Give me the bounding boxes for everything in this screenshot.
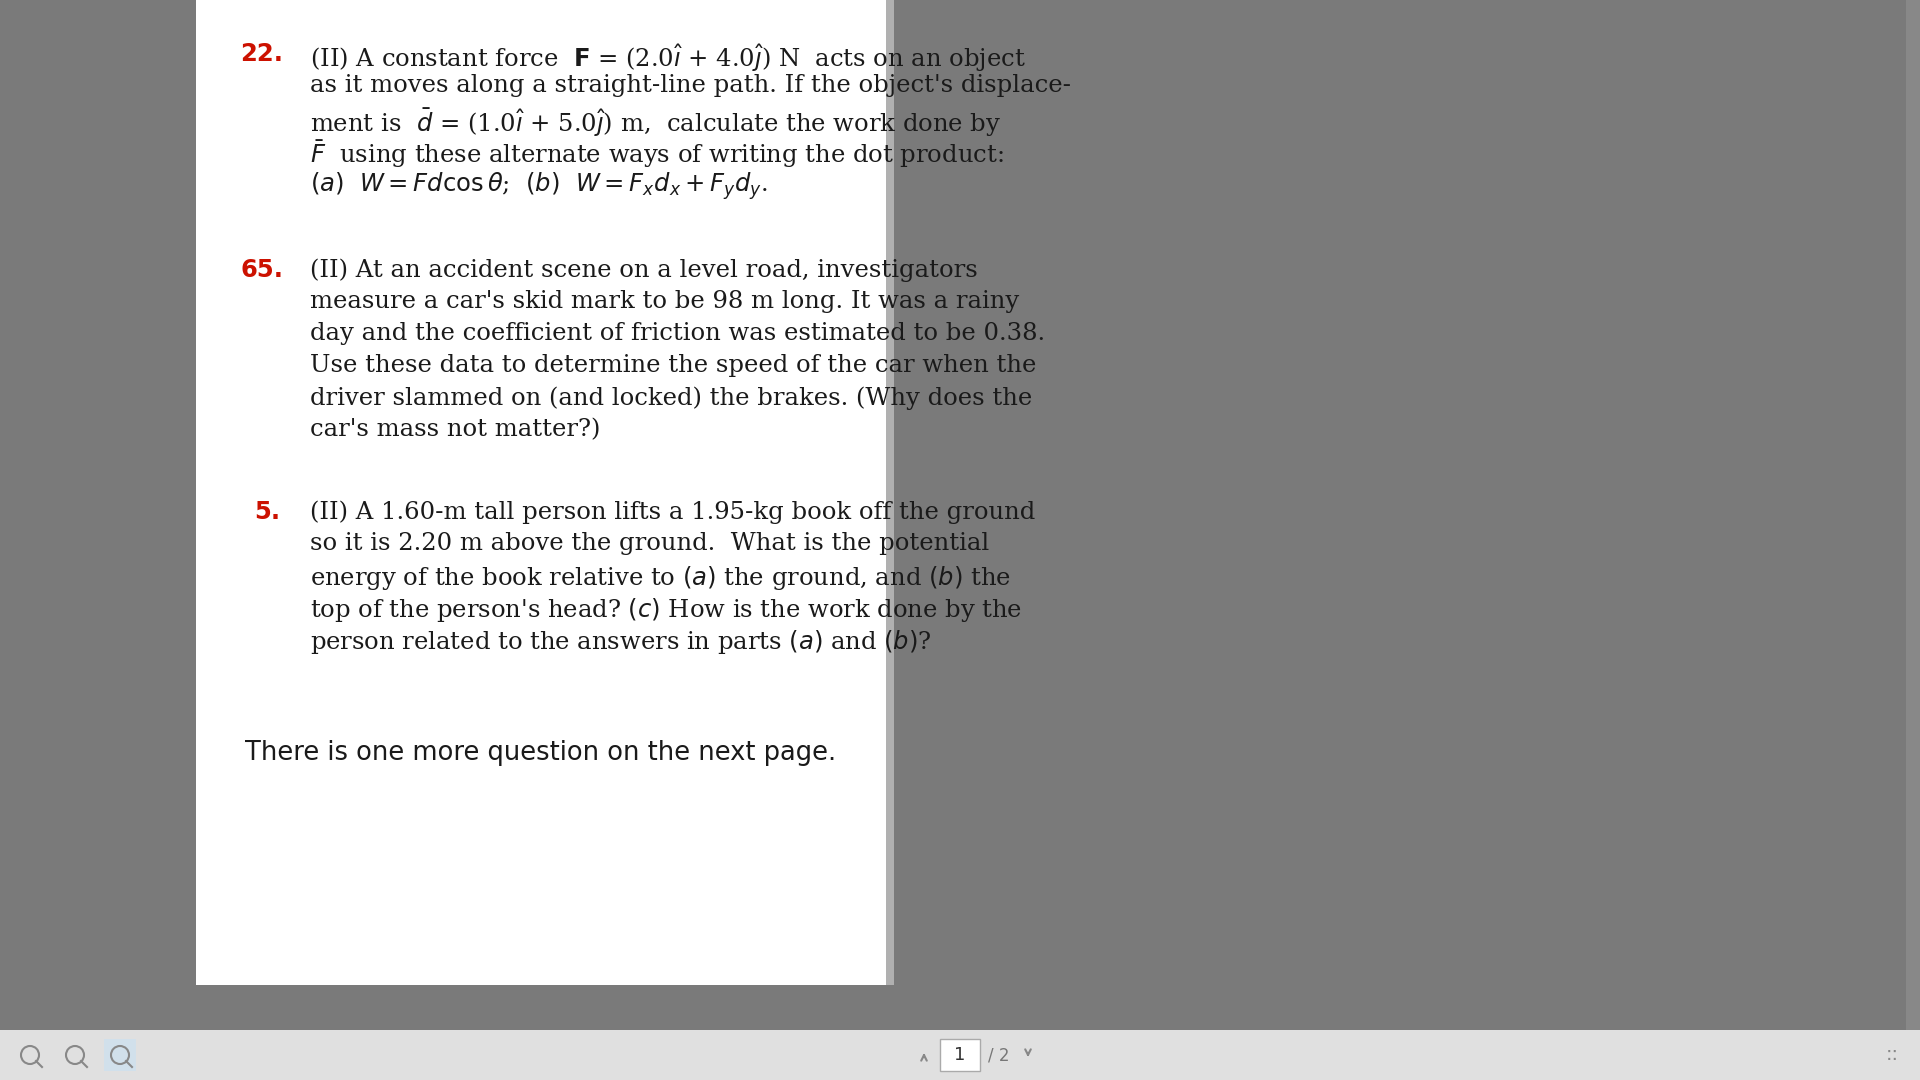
Text: / 2: / 2 — [989, 1047, 1010, 1064]
Text: 1: 1 — [954, 1047, 966, 1064]
Text: 5.: 5. — [253, 500, 280, 524]
Text: (II) A constant force  $\mathbf{F}$ = (2.0$\hat{\imath}$ + 4.0$\hat{\jmath}$) N : (II) A constant force $\mathbf{F}$ = (2.… — [309, 42, 1025, 73]
Bar — [0, 1030, 1920, 1080]
Text: energy of the book relative to $(a)$ the ground, and $(b)$ the: energy of the book relative to $(a)$ the… — [309, 564, 1010, 592]
Text: ::: :: — [1885, 1045, 1899, 1065]
Bar — [885, 0, 895, 985]
Text: (II) A 1.60-m tall person lifts a 1.95-kg book off the ground: (II) A 1.60-m tall person lifts a 1.95-k… — [309, 500, 1035, 524]
Bar — [1907, 0, 1920, 1080]
Text: day and the coefficient of friction was estimated to be 0.38.: day and the coefficient of friction was … — [309, 322, 1044, 345]
Text: 65.: 65. — [240, 258, 282, 282]
Text: There is one more question on the next page.: There is one more question on the next p… — [246, 740, 837, 766]
Text: Use these data to determine the speed of the car when the: Use these data to determine the speed of… — [309, 354, 1037, 377]
Bar — [941, 1039, 979, 1071]
Text: person related to the answers in parts $(a)$ and $(b)$?: person related to the answers in parts $… — [309, 627, 931, 656]
Text: as it moves along a straight-line path. If the object's displace-: as it moves along a straight-line path. … — [309, 75, 1071, 97]
Text: (II) At an accident scene on a level road, investigators: (II) At an accident scene on a level roa… — [309, 258, 977, 282]
Text: top of the person's head? $(c)$ How is the work done by the: top of the person's head? $(c)$ How is t… — [309, 596, 1021, 624]
Text: $(a)$  $W = Fd\cos\theta$;  $(b)$  $W = F_x d_x + F_y d_y$.: $(a)$ $W = Fd\cos\theta$; $(b)$ $W = F_x… — [309, 170, 768, 202]
Bar — [196, 0, 885, 985]
Text: 22.: 22. — [240, 42, 282, 66]
Text: measure a car's skid mark to be 98 m long. It was a rainy: measure a car's skid mark to be 98 m lon… — [309, 291, 1020, 313]
Text: ment is  $\bar{d}$ = (1.0$\hat{\imath}$ + 5.0$\hat{\jmath}$) m,  calculate the w: ment is $\bar{d}$ = (1.0$\hat{\imath}$ +… — [309, 106, 1000, 139]
Text: car's mass not matter?): car's mass not matter?) — [309, 418, 601, 441]
Text: driver slammed on (and locked) the brakes. (Why does the: driver slammed on (and locked) the brake… — [309, 386, 1033, 409]
Bar — [104, 1039, 136, 1071]
Text: so it is 2.20 m above the ground.  What is the potential: so it is 2.20 m above the ground. What i… — [309, 532, 989, 555]
Text: $\bar{F}$  using these alternate ways of writing the dot product:: $\bar{F}$ using these alternate ways of … — [309, 138, 1004, 170]
